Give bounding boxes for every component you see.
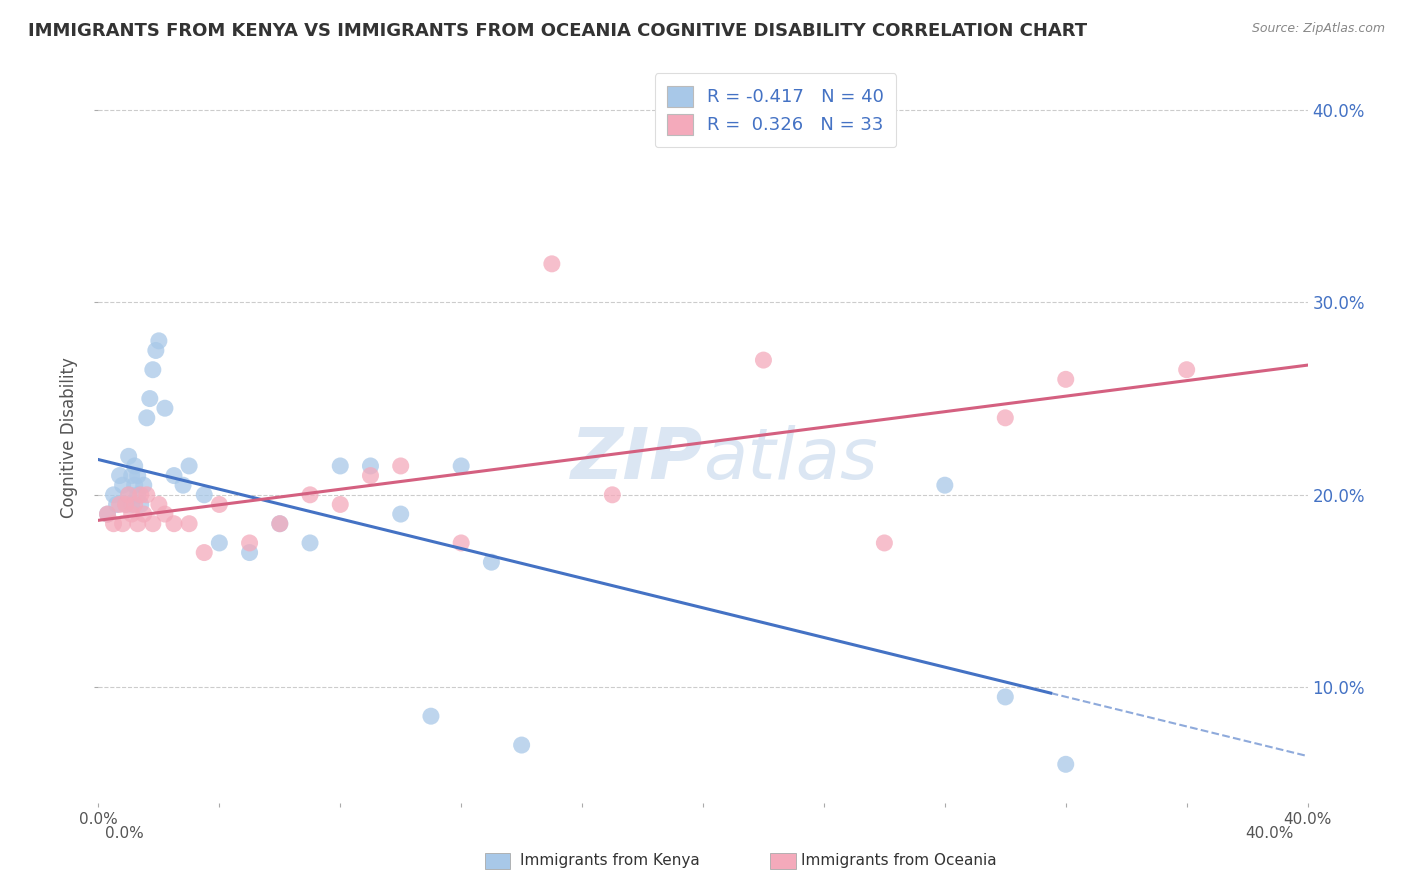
Point [108, 468, 131, 483]
Point [96, 507, 118, 521]
Point [360, 458, 382, 473]
Text: Immigrants from Oceania: Immigrants from Oceania [801, 854, 997, 868]
Point [121, 468, 143, 483]
Point [163, 468, 186, 483]
Point [1054, 372, 1077, 386]
Point [752, 353, 775, 368]
Point [96, 507, 118, 521]
Point [193, 545, 215, 559]
Point [153, 401, 176, 416]
Point [124, 478, 146, 492]
Point [481, 555, 503, 569]
Point [139, 392, 162, 406]
Point [329, 498, 352, 512]
Point [420, 709, 443, 723]
Point [148, 498, 170, 512]
Point [124, 498, 146, 512]
Text: 40.0%: 40.0% [1246, 826, 1294, 840]
Point [510, 738, 533, 752]
Point [132, 478, 155, 492]
Point [208, 498, 231, 512]
Point [172, 478, 194, 492]
Point [127, 468, 149, 483]
Point [118, 450, 141, 464]
Point [114, 498, 136, 512]
Point [124, 458, 146, 473]
Point [934, 478, 956, 492]
Point [299, 536, 322, 550]
Point [142, 516, 165, 531]
Point [994, 410, 1017, 425]
Point [135, 488, 157, 502]
Point [269, 516, 291, 531]
Point [127, 516, 149, 531]
Point [450, 536, 472, 550]
Point [103, 516, 125, 531]
Point [360, 468, 382, 483]
Point [179, 516, 201, 531]
Point [108, 498, 131, 512]
Text: ZIP: ZIP [571, 425, 703, 493]
Point [389, 507, 412, 521]
Text: IMMIGRANTS FROM KENYA VS IMMIGRANTS FROM OCEANIA COGNITIVE DISABILITY CORRELATIO: IMMIGRANTS FROM KENYA VS IMMIGRANTS FROM… [28, 22, 1087, 40]
Text: Source: ZipAtlas.com: Source: ZipAtlas.com [1251, 22, 1385, 36]
Point [105, 498, 128, 512]
Point [121, 507, 143, 521]
Y-axis label: Cognitive Disability: Cognitive Disability [60, 357, 79, 517]
Point [118, 488, 141, 502]
Point [873, 536, 896, 550]
Point [111, 516, 134, 531]
Point [129, 488, 152, 502]
Legend: R = -0.417   N = 40, R =  0.326   N = 33: R = -0.417 N = 40, R = 0.326 N = 33 [655, 73, 897, 147]
Point [239, 545, 262, 559]
Point [994, 690, 1017, 704]
Point [208, 536, 231, 550]
Point [163, 516, 186, 531]
Point [329, 458, 352, 473]
Text: 0.0%: 0.0% [105, 826, 145, 840]
Point [118, 488, 141, 502]
Text: Immigrants from Kenya: Immigrants from Kenya [520, 854, 700, 868]
Point [239, 536, 262, 550]
Point [389, 458, 412, 473]
Point [127, 488, 149, 502]
Point [299, 488, 322, 502]
Point [148, 334, 170, 348]
Point [111, 478, 134, 492]
Point [540, 257, 562, 271]
Point [103, 488, 125, 502]
Point [142, 362, 165, 376]
Point [153, 507, 176, 521]
Point [135, 410, 157, 425]
Point [121, 498, 143, 512]
Point [1054, 757, 1077, 772]
Text: atlas: atlas [703, 425, 877, 493]
Point [450, 458, 472, 473]
Point [145, 343, 167, 358]
Point [129, 498, 152, 512]
Point [179, 458, 201, 473]
Point [269, 516, 291, 531]
Point [193, 488, 215, 502]
Point [602, 488, 624, 502]
Point [132, 507, 155, 521]
Point [1175, 362, 1198, 376]
Point [114, 498, 136, 512]
